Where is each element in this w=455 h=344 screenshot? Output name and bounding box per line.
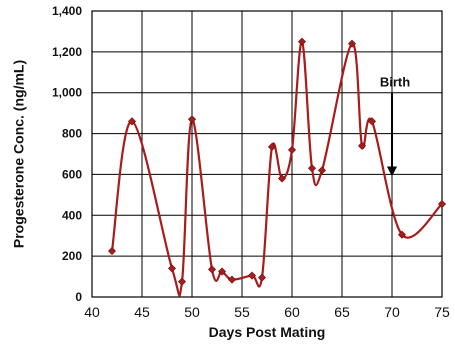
data-point-marker bbox=[217, 267, 227, 276]
x-axis-ticks: 40 45 50 55 60 65 70 75 bbox=[84, 304, 450, 320]
x-tick-label: 65 bbox=[334, 304, 350, 320]
x-tick-label: 75 bbox=[434, 304, 450, 320]
data-point-marker bbox=[297, 37, 307, 46]
data-point-marker bbox=[177, 277, 187, 286]
y-tick-label: 600 bbox=[62, 167, 82, 181]
y-tick-label: 200 bbox=[62, 249, 82, 263]
data-point-marker bbox=[167, 264, 177, 273]
chart-marker-layer bbox=[107, 37, 447, 286]
data-point-marker bbox=[127, 117, 137, 126]
data-point-marker bbox=[307, 164, 317, 173]
data-point-marker bbox=[107, 247, 117, 256]
data-point-marker bbox=[437, 200, 447, 209]
x-tick-label: 50 bbox=[184, 304, 200, 320]
birth-annotation-label: Birth bbox=[380, 75, 410, 90]
data-point-marker bbox=[227, 275, 237, 284]
data-point-marker bbox=[367, 117, 377, 126]
data-point-marker bbox=[187, 115, 197, 124]
data-point-marker bbox=[357, 141, 367, 150]
plot-frame bbox=[91, 10, 443, 298]
y-tick-label: 400 bbox=[62, 208, 82, 222]
x-tick-label: 60 bbox=[284, 304, 300, 320]
data-point-marker bbox=[287, 145, 297, 154]
y-axis-title: Progesterone Conc. (ng/mL) bbox=[11, 60, 27, 248]
y-tick-label: 800 bbox=[62, 127, 82, 141]
x-tick-label: 70 bbox=[384, 304, 400, 320]
x-tick-label: 45 bbox=[134, 304, 150, 320]
data-point-marker bbox=[257, 273, 267, 282]
y-tick-label: 1,000 bbox=[52, 86, 82, 100]
y-axis-ticks: 0 200 400 600 800 1,000 1,200 1,400 bbox=[52, 4, 82, 304]
y-tick-label: 1,200 bbox=[52, 45, 82, 59]
y-tick-label: 1,400 bbox=[52, 4, 82, 18]
y-tick-label: 0 bbox=[75, 290, 82, 304]
birth-arrow-head bbox=[387, 166, 397, 177]
data-point-marker bbox=[247, 271, 257, 280]
data-point-marker bbox=[397, 230, 407, 239]
data-point-marker bbox=[207, 265, 217, 274]
x-tick-label: 40 bbox=[84, 304, 100, 320]
x-tick-label: 55 bbox=[234, 304, 250, 320]
data-point-marker bbox=[347, 39, 357, 48]
data-point-marker bbox=[277, 174, 287, 183]
x-axis-title: Days Post Mating bbox=[209, 324, 326, 340]
data-point-marker bbox=[317, 166, 327, 175]
data-point-marker bbox=[267, 142, 277, 151]
chart-annotation-layer: Birth bbox=[380, 75, 410, 177]
